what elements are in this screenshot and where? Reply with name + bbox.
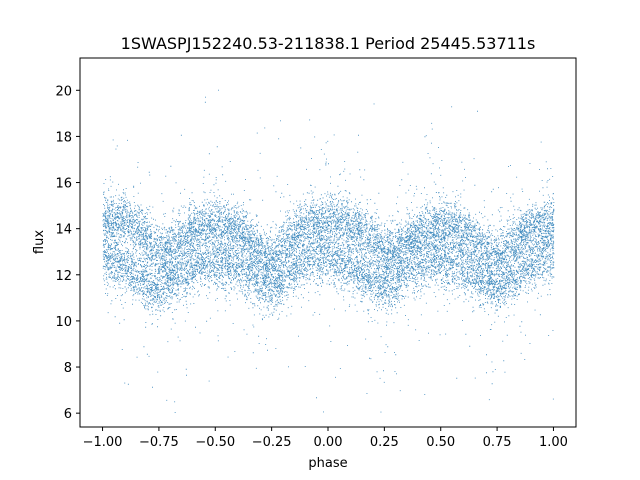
y-tick-label: 10 bbox=[55, 315, 72, 330]
chart-title: 1SWASPJ152240.53-211838.1 Period 25445.5… bbox=[121, 34, 536, 53]
data-points bbox=[102, 89, 555, 413]
scatter-points bbox=[102, 89, 555, 413]
y-tick-label: 16 bbox=[55, 177, 72, 192]
x-axis-label: phase bbox=[308, 456, 347, 471]
x-tick-label: −0.25 bbox=[252, 435, 292, 450]
x-tick-label: 1.00 bbox=[539, 435, 568, 450]
x-tick-label: −0.50 bbox=[195, 435, 235, 450]
y-tick-label: 18 bbox=[55, 130, 72, 145]
x-tick-label: −1.00 bbox=[83, 435, 123, 450]
y-tick-label: 8 bbox=[64, 361, 72, 376]
x-tick-label: 0.25 bbox=[370, 435, 399, 450]
y-axis-ticks: 6 8 10 12 14 16 18 20 bbox=[55, 84, 80, 422]
x-tick-label: 0.75 bbox=[483, 435, 512, 450]
x-tick-label: 0.00 bbox=[314, 435, 343, 450]
y-tick-label: 20 bbox=[55, 84, 72, 99]
x-tick-label: 0.50 bbox=[426, 435, 455, 450]
y-tick-label: 14 bbox=[55, 223, 72, 238]
y-tick-label: 12 bbox=[55, 269, 72, 284]
y-tick-label: 6 bbox=[64, 407, 72, 422]
x-tick-label: −0.75 bbox=[139, 435, 179, 450]
x-axis-ticks: −1.00 −0.75 −0.50 −0.25 0.00 0.25 0.50 0.75 1.00 bbox=[83, 427, 568, 450]
y-axis-label: flux bbox=[32, 230, 47, 254]
